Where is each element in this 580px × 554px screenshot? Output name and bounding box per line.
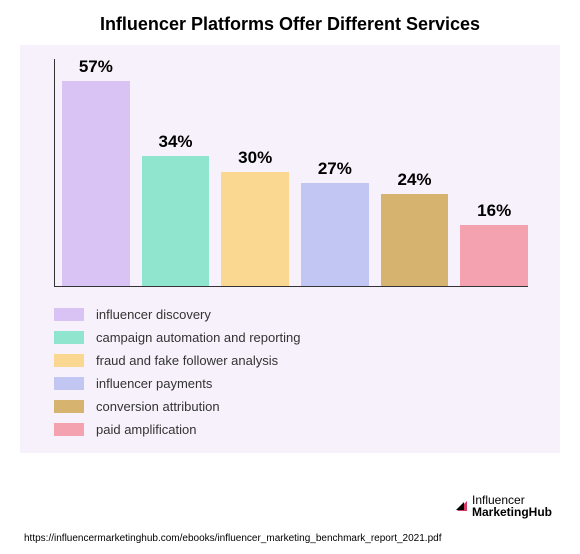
bar [381,194,449,286]
bar [460,225,528,286]
brand-logo: Influencer MarketingHub [455,494,552,519]
chart-title: Influencer Platforms Offer Different Ser… [0,0,580,45]
bar-wrap: 16% [460,57,528,286]
bar [62,81,130,286]
bar-value-label: 24% [398,170,432,190]
bar [142,156,210,286]
legend-swatch [54,308,84,321]
legend-swatch [54,400,84,413]
bar-wrap: 57% [62,57,130,286]
bar-value-label: 30% [238,148,272,168]
x-axis [54,286,528,287]
legend-swatch [54,331,84,344]
legend-item: paid amplification [54,422,540,437]
legend: influencer discovery campaign automation… [54,307,540,437]
bars-container: 57% 34% 30% 27% 24% 16% [62,57,528,286]
y-axis [54,59,55,287]
legend-item: campaign automation and reporting [54,330,540,345]
legend-label: campaign automation and reporting [96,330,301,345]
bar-value-label: 57% [79,57,113,77]
legend-item: conversion attribution [54,399,540,414]
legend-label: paid amplification [96,422,196,437]
legend-label: fraud and fake follower analysis [96,353,278,368]
chart-panel: 57% 34% 30% 27% 24% 16% [20,45,560,453]
legend-swatch [54,354,84,367]
bar-wrap: 27% [301,57,369,286]
bar [221,172,289,287]
logo-text-bottom: MarketingHub [472,505,552,519]
bar-value-label: 27% [318,159,352,179]
legend-item: influencer payments [54,376,540,391]
legend-label: influencer discovery [96,307,211,322]
chart-area: 57% 34% 30% 27% 24% 16% [54,57,536,287]
bar-wrap: 30% [221,57,289,286]
logo-arrow-icon [455,499,469,513]
legend-item: fraud and fake follower analysis [54,353,540,368]
bar-wrap: 24% [381,57,449,286]
legend-label: influencer payments [96,376,212,391]
bar-value-label: 34% [158,132,192,152]
bar-wrap: 34% [142,57,210,286]
bar-value-label: 16% [477,201,511,221]
legend-swatch [54,377,84,390]
legend-label: conversion attribution [96,399,220,414]
bar [301,183,369,286]
legend-swatch [54,423,84,436]
logo-text: Influencer MarketingHub [472,494,552,519]
legend-item: influencer discovery [54,307,540,322]
source-link: https://influencermarketinghub.com/ebook… [24,533,441,544]
